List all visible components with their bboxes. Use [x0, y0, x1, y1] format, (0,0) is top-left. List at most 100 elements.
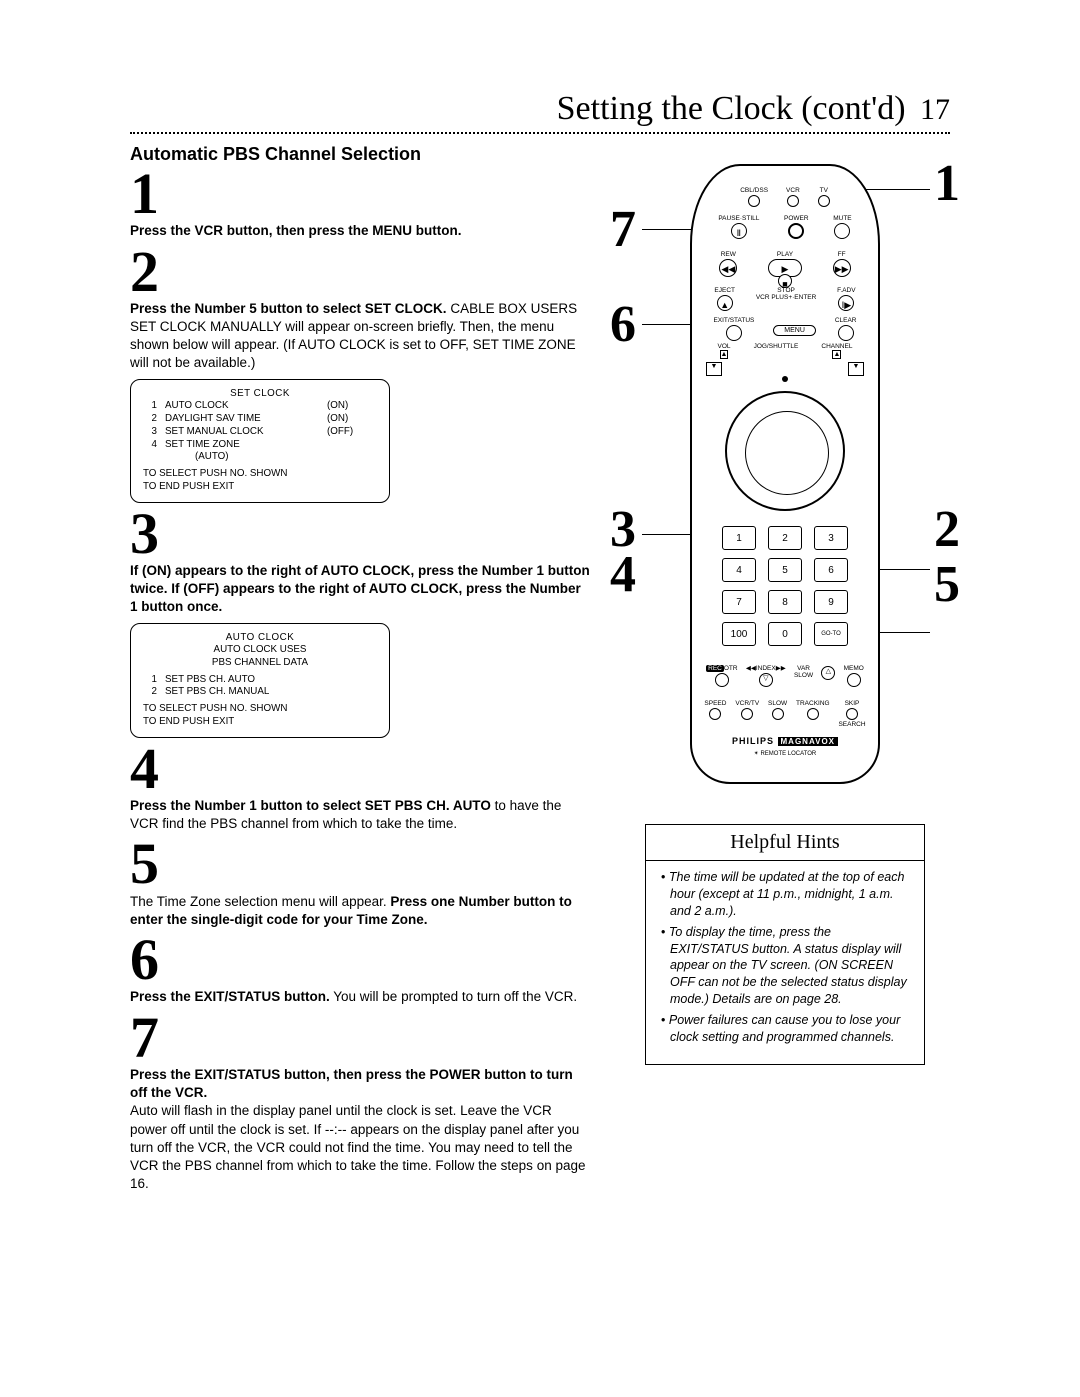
fadv-button: Ⅰ▶	[838, 295, 854, 311]
key-3: 3	[814, 526, 848, 550]
manual-page: Setting the Clock (cont'd) 17 Automatic …	[130, 90, 950, 1199]
mute-button	[834, 223, 850, 239]
m1f2: TO END PUSH EXIT	[143, 481, 377, 494]
eject-row: EJECT▲ STOPVCR PLUS+·ENTER F.ADVⅠ▶	[692, 288, 878, 311]
m1r5: (AUTO)	[165, 451, 377, 464]
step-number: 3	[130, 509, 590, 558]
step-1-text: Press the VCR button, then press the MEN…	[130, 223, 462, 238]
keypad: 1 2 3 4 5 6 7 8 9 100 0 GO-TO	[722, 526, 848, 646]
remote-body: CBL/DSS VCR TV PAUSE·STILLⅡ POWER MUTE R…	[690, 164, 880, 784]
lbl-memo: MEMO	[844, 666, 864, 673]
section-heading: Automatic PBS Channel Selection	[130, 144, 590, 165]
step-number: 5	[130, 839, 590, 888]
step-number: 4	[130, 744, 590, 793]
m1r1: AUTO CLOCK	[165, 400, 327, 413]
m1r3: SET MANUAL CLOCK	[165, 426, 327, 439]
lbl-mute: MUTE	[833, 216, 851, 223]
locator-label: REMOTE LOCATOR	[760, 751, 816, 757]
speed-row: SPEED VCR/TV SLOW TRACKING SKIPSEARCH	[692, 701, 878, 728]
helpful-hints-box: Helpful Hints The time will be updated a…	[645, 824, 925, 1065]
pause-button: Ⅱ	[731, 223, 747, 239]
step-number: 7	[130, 1013, 590, 1062]
lbl-cbl: CBL/DSS	[740, 188, 768, 195]
key-2: 2	[768, 526, 802, 550]
m2r2n: 2	[143, 686, 157, 699]
lbl-vcrplus: VCR PLUS+·ENTER	[756, 295, 817, 302]
jog-wheel	[725, 391, 845, 511]
m1r2v: (ON)	[327, 413, 377, 426]
rec-button	[715, 673, 729, 687]
step-3: 3 If (ON) appears to the right of AUTO C…	[130, 509, 590, 738]
divider	[130, 132, 950, 134]
m1r2: DAYLIGHT SAV TIME	[165, 413, 327, 426]
m2r1n: 1	[143, 674, 157, 687]
cbl-button	[748, 195, 760, 207]
lbl-clear: CLEAR	[835, 318, 857, 325]
lbl-rec: REC	[706, 665, 724, 672]
lbl-rew: REW	[719, 252, 737, 259]
rec-row: RECOTR ◀◀INDEX▶▶▽ VARSLOW △ MEMO	[692, 666, 878, 689]
remote-column: 1 7 6 3 4 2 5 CBL/DSS VCR	[620, 144, 950, 1199]
clear-button	[838, 325, 854, 341]
step-1: 1 Press the VCR button, then press the M…	[130, 169, 590, 241]
idx-l: ▽	[759, 673, 773, 687]
lbl-ff: FF	[833, 252, 851, 259]
menu-row: EXIT/STATUS MENU CLEAR	[692, 318, 878, 343]
ch-dn: ▼	[848, 362, 864, 376]
m1r4v	[327, 439, 377, 452]
mode-row: CBL/DSS VCR TV	[692, 188, 878, 209]
m2f2: TO END PUSH EXIT	[143, 716, 377, 729]
auto-clock-menu: AUTO CLOCK AUTO CLOCK USES PBS CHANNEL D…	[130, 623, 390, 738]
play-row: REW◀◀ PLAY▶ FF▶▶	[692, 252, 878, 277]
exit-button	[726, 325, 742, 341]
ff-button: ▶▶	[833, 259, 851, 277]
locator-row: ✴ REMOTE LOCATOR	[692, 750, 878, 757]
hint-1: The time will be updated at the top of e…	[670, 869, 912, 920]
callout-7: 7	[610, 204, 636, 256]
m1r4: SET TIME ZONE	[165, 439, 327, 452]
lbl-power: POWER	[784, 216, 809, 223]
lbl-vcr: VCR	[786, 188, 800, 195]
jog-row: VOL▲ JOG/SHUTTLE CHANNEL▲	[692, 344, 878, 358]
hints-title: Helpful Hints	[646, 825, 924, 861]
step-number: 6	[130, 935, 590, 984]
brand-row: PHILIPS MAGNAVOX	[692, 736, 878, 746]
m2s1: AUTO CLOCK USES	[143, 644, 377, 657]
vcrtv-btn	[741, 708, 753, 720]
callout-4: 4	[610, 549, 636, 601]
key-6: 6	[814, 558, 848, 582]
remote-diagram: 1 7 6 3 4 2 5 CBL/DSS VCR	[670, 164, 900, 784]
power-button	[788, 223, 804, 239]
speed-btn	[709, 708, 721, 720]
m2r1: SET PBS CH. AUTO	[165, 674, 377, 687]
ch-up: ▲	[832, 350, 841, 359]
lbl-tv: TV	[818, 188, 830, 195]
m2f1: TO SELECT PUSH NO. SHOWN	[143, 703, 377, 716]
lbl-play: PLAY	[768, 252, 802, 259]
idx-r: △	[821, 666, 835, 680]
hint-2: To display the time, press the EXIT/STAT…	[670, 924, 912, 1008]
lbl-otr: OTR	[724, 665, 738, 672]
m1r2n: 2	[143, 413, 157, 426]
jog-wheel-inner	[745, 411, 829, 495]
step-6-bold: Press the EXIT/STATUS button.	[130, 989, 330, 1004]
lbl-exit: EXIT/STATUS	[713, 318, 754, 325]
step-6: 6 Press the EXIT/STATUS button. You will…	[130, 935, 590, 1007]
step-7-bold: Press the EXIT/STATUS button, then press…	[130, 1066, 590, 1102]
title-row: Setting the Clock (cont'd) 17	[130, 90, 950, 128]
separator-dot	[782, 376, 788, 382]
lbl-vcrtv: VCR/TV	[735, 701, 759, 708]
vol-up: ▲	[720, 350, 729, 359]
lbl-speed: SPEED	[704, 701, 726, 708]
step-5: 5 The Time Zone selection menu will appe…	[130, 839, 590, 929]
key-goto: GO-TO	[814, 622, 848, 646]
key-9: 9	[814, 590, 848, 614]
slow-btn	[772, 708, 784, 720]
lbl-slow2: SLOW	[768, 701, 787, 708]
tv-button	[818, 195, 830, 207]
power-row: PAUSE·STILLⅡ POWER MUTE	[692, 216, 878, 241]
callout-6: 6	[610, 299, 636, 351]
page-number: 17	[920, 93, 950, 126]
lbl-search: SEARCH	[838, 722, 865, 729]
step-4: 4 Press the Number 1 button to select SE…	[130, 744, 590, 834]
